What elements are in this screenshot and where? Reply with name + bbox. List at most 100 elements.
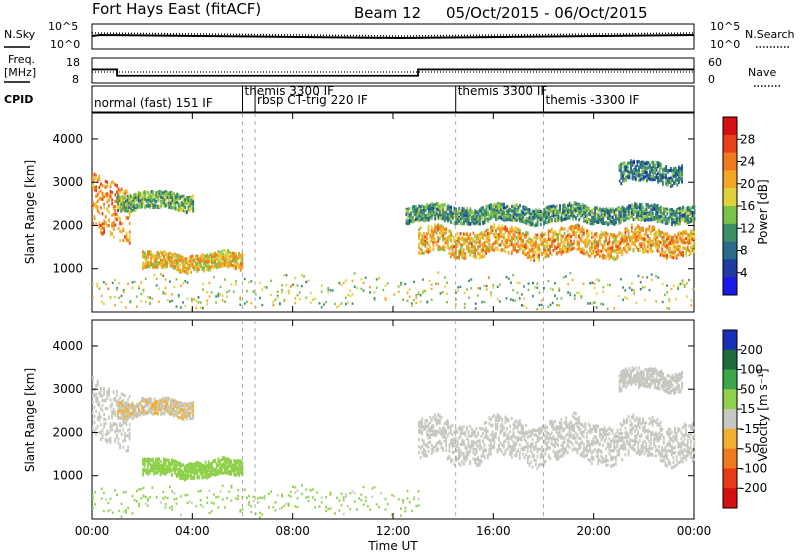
echo-cell	[480, 248, 483, 252]
echo-cell	[469, 253, 472, 257]
echo-cell	[690, 207, 693, 211]
echo-cell	[610, 255, 612, 259]
echo-cell	[661, 243, 664, 247]
echo-cell	[528, 255, 531, 259]
echo-cell	[598, 240, 601, 244]
echo-cell	[155, 277, 158, 280]
echo-cell	[581, 229, 584, 233]
echo-cell	[106, 180, 109, 184]
echo-cell	[655, 216, 657, 220]
echo-cell	[558, 249, 561, 253]
echo-cell	[670, 176, 672, 180]
echo-cell	[631, 175, 634, 179]
echo-cell	[520, 235, 523, 239]
echo-cell	[496, 204, 499, 208]
echo-cell	[153, 265, 156, 270]
echo-cell	[145, 258, 148, 262]
echo-cell	[169, 280, 171, 283]
echo-cell	[594, 210, 597, 214]
echo-cell	[557, 251, 560, 255]
echo-cell	[125, 306, 127, 309]
echo-cell	[451, 248, 454, 252]
echo-cell	[405, 211, 408, 215]
echo-cell	[139, 205, 142, 209]
echo-cell	[621, 212, 624, 216]
echo-cell	[152, 203, 155, 207]
echo-cell	[630, 170, 632, 175]
echo-cell	[435, 212, 438, 216]
echo-cell	[578, 224, 580, 228]
echo-cell	[463, 221, 465, 226]
echo-cell	[584, 210, 587, 214]
echo-cell	[432, 231, 435, 235]
echo-cell	[499, 231, 502, 235]
echo-cell	[504, 245, 507, 249]
echo-cell	[168, 196, 171, 200]
echo-cell	[605, 236, 608, 240]
echo-cell	[514, 216, 517, 220]
echo-cell	[461, 238, 464, 242]
echo-cell	[613, 212, 616, 216]
echo-cell	[635, 208, 638, 212]
echo-cell	[169, 199, 172, 203]
echo-cell	[570, 248, 572, 252]
echo-cell	[139, 198, 142, 202]
echo-cell	[108, 204, 110, 208]
echo-cell	[658, 233, 660, 237]
echo-cell	[542, 238, 545, 242]
echo-cell	[549, 218, 552, 222]
echo-cell	[469, 207, 472, 211]
echo-cell	[599, 218, 601, 222]
echo-cell	[472, 221, 475, 225]
echo-cell	[174, 202, 177, 207]
echo-cell	[574, 224, 577, 228]
echo-cell	[174, 254, 176, 258]
echo-cell	[634, 228, 636, 232]
echo-cell	[439, 204, 441, 208]
echo-cell	[142, 261, 144, 265]
echo-cell	[150, 197, 153, 201]
echo-cell	[662, 173, 664, 177]
echo-cell	[207, 255, 210, 259]
echo-cell	[156, 266, 159, 270]
echo-cell	[217, 263, 220, 267]
echo-cell	[199, 306, 202, 310]
echo-cell	[657, 180, 659, 184]
echo-cell	[96, 207, 99, 211]
echo-cell	[285, 283, 288, 287]
echo-cell	[222, 253, 224, 257]
echo-cell	[586, 207, 589, 211]
echo-cell	[523, 243, 526, 247]
echo-cell	[581, 213, 584, 217]
echo-cell	[640, 237, 643, 241]
echo-cell	[221, 294, 224, 297]
echo-cell	[182, 200, 185, 204]
echo-cell	[626, 167, 629, 172]
echo-cell	[686, 239, 689, 243]
echo-cell	[659, 215, 662, 219]
echo-cell	[650, 239, 652, 243]
echo-cell	[252, 290, 255, 293]
echo-cell	[175, 278, 178, 281]
echo-cell	[554, 245, 556, 249]
echo-cell	[150, 203, 153, 207]
echo-cell	[638, 160, 640, 164]
echo-cell	[230, 260, 232, 264]
echo-cell	[159, 258, 162, 262]
echo-cell	[101, 212, 104, 216]
echo-cell	[92, 183, 94, 187]
echo-cell	[296, 284, 299, 287]
echo-cell	[646, 245, 649, 249]
echo-cell	[419, 209, 422, 213]
echo-cell	[462, 251, 465, 255]
echo-cell	[145, 264, 148, 268]
echo-cell	[276, 294, 279, 298]
echo-cell	[669, 240, 672, 244]
echo-cell	[158, 254, 160, 258]
echo-cell	[550, 239, 553, 243]
echo-cell	[658, 240, 660, 244]
echo-cell	[114, 212, 117, 216]
echo-cell	[145, 255, 148, 260]
echo-cell	[610, 219, 613, 223]
echo-cell	[667, 250, 670, 255]
